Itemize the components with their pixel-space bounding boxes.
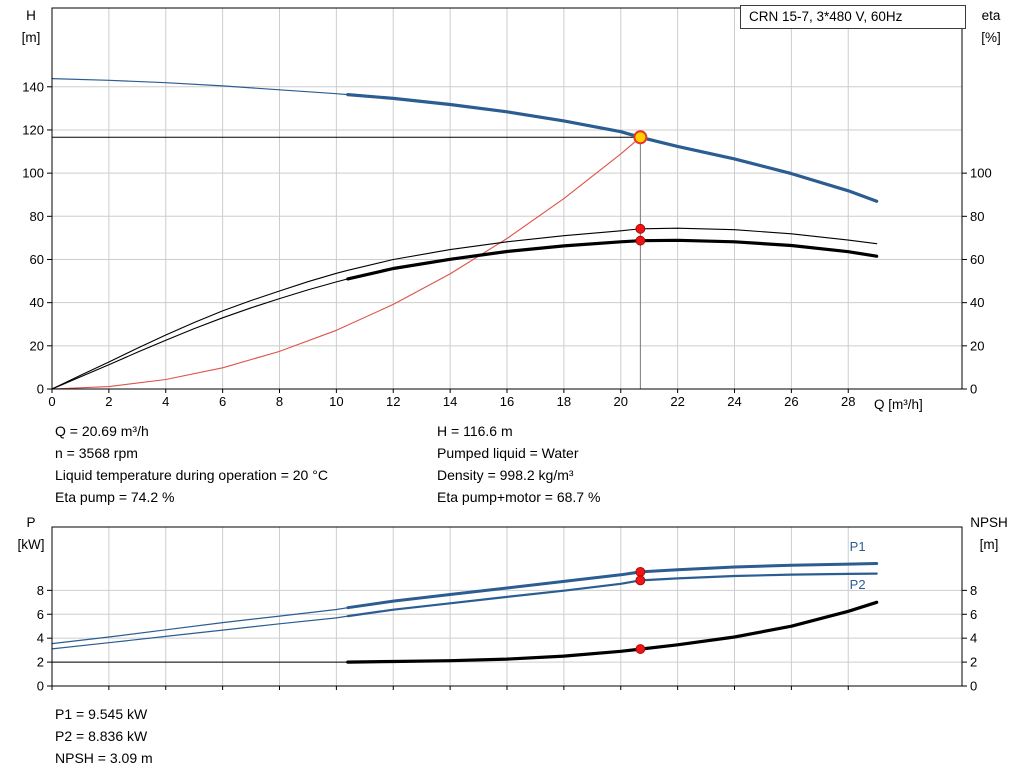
- x-axis-tick-label: 18: [557, 394, 571, 409]
- left-axis-tick-label: 2: [37, 655, 44, 670]
- pump-model-label: CRN 15-7, 3*480 V, 60Hz: [749, 9, 903, 24]
- left-axis-tick-label: 140: [22, 79, 44, 94]
- power-npsh-chart: 0 2 4 6 8 0 2 4 6 8 P1 P2: [37, 526, 977, 694]
- left-axis-tick-label: 20: [30, 338, 44, 353]
- x-axis-tick-label: 24: [727, 394, 741, 409]
- right-axis-tick-label: 60: [970, 252, 984, 267]
- head-axis-unit: [m]: [21, 30, 41, 45]
- p2-curve-thin: [51, 615, 349, 650]
- right-axis-tick-label: 80: [970, 209, 984, 224]
- left-axis-tick-label: 60: [30, 252, 44, 267]
- readout-head: H = 116.6 m: [437, 423, 513, 439]
- readout-npsh: NPSH = 3.09 m: [55, 750, 153, 766]
- eta-axis-title: eta [%]: [966, 5, 1016, 49]
- readout-liquid-temperature: Liquid temperature during operation = 20…: [55, 467, 328, 483]
- curve-label: P1: [850, 539, 866, 554]
- x-axis-tick-label: 20: [614, 394, 628, 409]
- pump-model-box: CRN 15-7, 3*480 V, 60Hz: [740, 5, 966, 29]
- eta-pump-motor-thin: [51, 278, 349, 390]
- eta-axis-unit: [%]: [981, 30, 1001, 45]
- p1-point: [635, 566, 646, 577]
- head-curve-thin: [51, 77, 349, 96]
- left-axis-tick-label: 80: [30, 209, 44, 224]
- curve-label: P2: [850, 577, 866, 592]
- left-axis-tick-label: 0: [37, 382, 44, 397]
- right-axis-tick-label: 40: [970, 295, 984, 310]
- x-axis-tick-label: 26: [784, 394, 798, 409]
- left-axis-tick-label: 4: [37, 631, 44, 646]
- right-axis-tick-label: 4: [970, 631, 977, 646]
- x-axis-tick-label: 28: [841, 394, 855, 409]
- head-curve: [346, 92, 879, 203]
- x-axis-tick-label: 12: [386, 394, 400, 409]
- readout-speed: n = 3568 rpm: [55, 445, 138, 461]
- readout-p1: P1 = 9.545 kW: [55, 706, 148, 722]
- x-axis-tick-label: 10: [329, 394, 343, 409]
- left-axis-tick-label: 100: [22, 166, 44, 181]
- right-axis-tick-label: 20: [970, 338, 984, 353]
- left-axis-tick-label: 6: [37, 607, 44, 622]
- left-axis-tick-label: 120: [22, 122, 44, 137]
- head-axis-title: H [m]: [8, 5, 54, 49]
- eta-pump-motor-curve: [346, 238, 879, 281]
- left-axis-tick-label: 0: [37, 679, 44, 694]
- x-axis-tick-label: 22: [670, 394, 684, 409]
- x-axis-tick-label: 0: [48, 394, 55, 409]
- readout-flow: Q = 20.69 m³/h: [55, 423, 149, 439]
- duty-readout-right: H = 116.6 m Pumped liquid = Water Densit…: [437, 420, 600, 508]
- p2-curve: [346, 572, 878, 618]
- left-axis-tick-label: 40: [30, 295, 44, 310]
- flow-axis-label: Q [m³/h]: [874, 397, 923, 412]
- npsh-axis-unit: [m]: [979, 537, 999, 552]
- x-axis-tick-label: 4: [162, 394, 169, 409]
- right-axis-tick-label: 2: [970, 655, 977, 670]
- npsh-axis-title: NPSH [m]: [958, 512, 1020, 556]
- hq-eta-chart: 0 2 4 6 8 10 12 14 16 18 20 22 24 26 28020406080100120…: [22, 7, 992, 409]
- eta-pump-point: [635, 223, 646, 234]
- power-axis-unit: [kW]: [17, 537, 45, 552]
- eta-pump-motor-point: [635, 235, 646, 246]
- right-axis-tick-label: 0: [970, 382, 977, 397]
- npsh-curve: [346, 600, 879, 664]
- p1-curve-thin: [51, 607, 349, 645]
- eta-pump-curve: [51, 227, 878, 390]
- power-axis-symbol: P: [26, 515, 36, 530]
- readout-eta-pump: Eta pump = 74.2 %: [55, 489, 175, 505]
- duty-readout-left: Q = 20.69 m³/h n = 3568 rpm Liquid tempe…: [55, 420, 328, 508]
- right-axis-tick-label: 8: [970, 583, 977, 598]
- npsh-point: [635, 644, 646, 654]
- readout-eta-pump-motor: Eta pump+motor = 68.7 %: [437, 489, 601, 505]
- left-axis-tick-label: 8: [37, 583, 44, 598]
- right-axis-tick-label: 6: [970, 607, 977, 622]
- x-axis-tick-label: 8: [276, 394, 283, 409]
- system-curve: [51, 136, 641, 390]
- head-axis-symbol: H: [26, 8, 36, 23]
- right-axis-tick-label: 0: [970, 679, 977, 694]
- power-axis-title: P [kW]: [8, 512, 54, 556]
- npsh-axis-symbol: NPSH: [970, 515, 1008, 530]
- p2-point: [635, 575, 646, 586]
- x-axis-tick-label: 2: [105, 394, 112, 409]
- x-axis-tick-label: 6: [219, 394, 226, 409]
- readout-pumped-liquid: Pumped liquid = Water: [437, 445, 579, 461]
- x-axis-tick-label: 16: [500, 394, 514, 409]
- readout-density: Density = 998.2 kg/m³: [437, 467, 574, 483]
- power-readout: P1 = 9.545 kW P2 = 8.836 kW NPSH = 3.09 …: [55, 703, 153, 769]
- x-axis-tick-label: 14: [443, 394, 457, 409]
- readout-p2: P2 = 8.836 kW: [55, 728, 148, 744]
- p1-curve: [346, 562, 879, 610]
- right-axis-tick-label: 100: [970, 166, 992, 181]
- eta-axis-symbol: eta: [981, 8, 1001, 23]
- duty-point[interactable]: [633, 130, 648, 145]
